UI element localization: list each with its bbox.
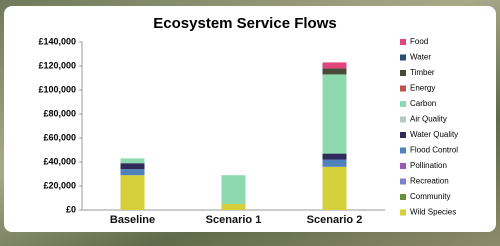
y-tick-label: £40,000	[43, 156, 76, 166]
legend-label: Energy	[410, 84, 435, 93]
y-tick-label: £140,000	[38, 36, 76, 46]
bar-segment	[323, 74, 347, 153]
bar-segment	[121, 163, 145, 169]
x-tick-label: Scenario 1	[206, 214, 262, 226]
legend-label: Pollination	[410, 161, 447, 170]
page: Ecosystem Service Flows £0 £20,000 £40,000…	[0, 0, 500, 246]
bar-segment	[222, 175, 246, 204]
legend-label: Food	[410, 37, 428, 46]
bar-segment	[323, 154, 347, 160]
chart-title: Ecosystem Service Flows	[153, 15, 336, 32]
legend-label: Carbon	[410, 99, 436, 108]
legend-label: Flood Control	[410, 146, 458, 155]
chart: Ecosystem Service Flows £0 £20,000 £40,000…	[0, 0, 500, 246]
legend-swatch	[400, 194, 406, 200]
legend-label: Water	[410, 53, 431, 62]
legend-swatch	[400, 148, 406, 154]
bar-segment	[121, 169, 145, 175]
legend-swatch	[400, 163, 406, 169]
legend-swatch	[400, 117, 406, 123]
bar-segment	[323, 160, 347, 167]
y-tick-label: £80,000	[43, 108, 76, 118]
legend-swatch	[400, 86, 406, 92]
legend-swatch	[400, 132, 406, 138]
x-tick-label: Baseline	[105, 214, 161, 226]
legend-label: Wild Species	[410, 208, 456, 217]
legend-label: Air Quality	[410, 115, 447, 124]
bar-segment	[323, 167, 347, 210]
legend-label: Timber	[410, 68, 435, 77]
legend-swatch	[400, 179, 406, 185]
y-tick-label: £60,000	[43, 132, 76, 142]
bar-segment	[323, 62, 347, 68]
legend-swatch	[400, 101, 406, 107]
legend-swatch	[400, 39, 406, 45]
bar-segment	[121, 158, 145, 163]
y-tick-label: £0	[66, 204, 76, 214]
y-tick-label: £100,000	[38, 84, 76, 94]
legend-swatch	[400, 210, 406, 216]
legend-label: Recreation	[410, 177, 449, 186]
legend-swatch	[400, 70, 406, 76]
bar-segment	[121, 175, 145, 210]
x-tick-label: Scenario 2	[307, 214, 363, 226]
bar-segment	[222, 204, 246, 210]
y-tick-label: £20,000	[43, 180, 76, 190]
y-tick-label: £120,000	[38, 60, 76, 70]
legend-swatch	[400, 55, 406, 61]
legend-label: Water Quality	[410, 130, 458, 139]
bar-segment	[323, 68, 347, 74]
legend-label: Community	[410, 192, 450, 201]
